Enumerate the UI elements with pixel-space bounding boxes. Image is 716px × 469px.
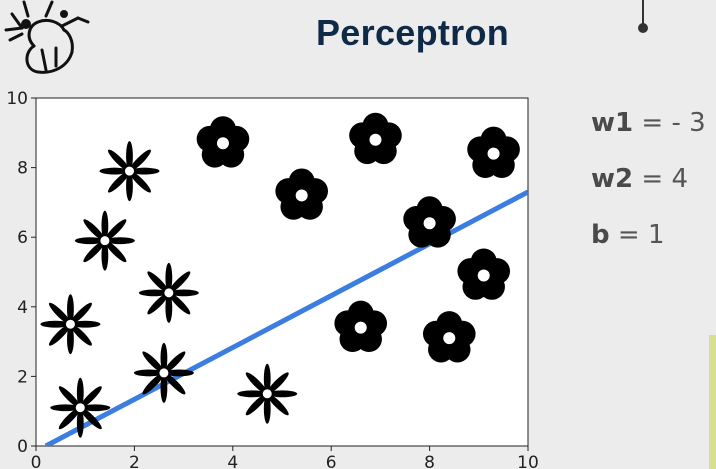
y-tick-label: 10	[6, 89, 28, 109]
x-tick-label: 10	[517, 453, 539, 469]
round-flower-point	[196, 116, 250, 168]
param-w2-value: 4	[671, 164, 688, 194]
star-flower-point	[50, 377, 111, 438]
round-flower-point	[349, 112, 402, 165]
star-flower-point	[133, 342, 194, 403]
param-b-eq: =	[617, 220, 640, 250]
neuron-icon	[4, 0, 90, 74]
x-tick-label: 8	[424, 453, 435, 469]
star-flower-point	[40, 294, 101, 355]
pin-icon	[638, 0, 648, 33]
param-w1-name: w1	[591, 108, 634, 138]
y-tick-label: 0	[17, 437, 28, 457]
star-flower-point	[74, 210, 135, 271]
y-tick-label: 6	[17, 228, 28, 248]
param-w1: w1 = - 3	[591, 108, 706, 138]
x-tick-label: 4	[227, 453, 238, 469]
param-w1-value: - 3	[671, 108, 706, 138]
param-b: b = 1	[591, 220, 665, 250]
y-tick-label: 2	[17, 367, 28, 387]
y-tick-label: 4	[17, 298, 28, 318]
round-flower-point	[467, 126, 520, 179]
x-tick-label: 0	[31, 453, 42, 469]
round-flower-point	[275, 168, 328, 220]
slide-edge	[709, 335, 716, 469]
star-flower-point	[237, 363, 298, 424]
round-flower-point	[334, 300, 388, 353]
param-b-value: 1	[647, 220, 665, 250]
star-flower-point	[99, 141, 160, 202]
param-w2: w2 = 4	[591, 164, 688, 194]
x-tick-label: 6	[326, 453, 337, 469]
round-flower-point	[457, 248, 511, 300]
round-flower-point	[422, 311, 476, 363]
x-tick-label: 2	[129, 453, 140, 469]
star-flower-point	[138, 262, 199, 323]
param-w2-name: w2	[591, 164, 634, 194]
y-tick-label: 8	[17, 159, 28, 179]
param-w1-eq: =	[641, 108, 664, 138]
param-w2-eq: =	[641, 164, 664, 194]
page-title: Perceptron	[316, 12, 510, 53]
param-b-name: b	[591, 220, 610, 250]
round-flower-point	[403, 196, 456, 248]
